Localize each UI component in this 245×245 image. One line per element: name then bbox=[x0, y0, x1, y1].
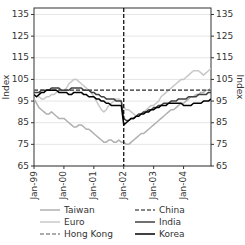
grid-line bbox=[34, 101, 211, 102]
y2-tick-label: 135 bbox=[216, 9, 233, 19]
plot-area bbox=[34, 8, 211, 166]
y-tick-label: 105 bbox=[12, 74, 29, 84]
legend-swatch bbox=[40, 209, 60, 211]
y-tick-label: 115 bbox=[12, 52, 29, 62]
y-tick-label: 75 bbox=[18, 139, 29, 149]
y-tick-label: 65 bbox=[18, 161, 29, 171]
y2-tick-label: 115 bbox=[216, 52, 233, 62]
legend: Taiwan Euro Hong Kong China India Korea bbox=[40, 205, 185, 239]
legend-swatch bbox=[135, 209, 155, 211]
x-tick-label: Jan-04 bbox=[178, 171, 188, 201]
x-tick-label: Jan-99 bbox=[29, 171, 39, 201]
legend-label: China bbox=[159, 205, 185, 215]
y-tick-label: 95 bbox=[18, 96, 29, 106]
plot-frame bbox=[34, 8, 211, 166]
grid-line bbox=[34, 36, 211, 37]
y2-tick-label: 105 bbox=[216, 74, 233, 84]
series-line bbox=[34, 90, 211, 125]
legend-swatch bbox=[135, 233, 155, 235]
y2-axis-label: Index bbox=[235, 75, 245, 100]
grid-line bbox=[34, 57, 211, 58]
legend-label: Hong Kong bbox=[64, 229, 113, 239]
legend-label: India bbox=[159, 217, 181, 227]
series-line bbox=[34, 88, 211, 144]
y-tick-label: 85 bbox=[18, 117, 29, 127]
grid-line bbox=[34, 144, 211, 145]
legend-label: Korea bbox=[159, 229, 185, 239]
vertical-line bbox=[123, 8, 124, 166]
grid-line bbox=[34, 14, 211, 15]
legend-label: Taiwan bbox=[63, 205, 95, 215]
x-tick-label: Jan-00 bbox=[58, 171, 68, 201]
y2-tick-label: 95 bbox=[216, 96, 227, 106]
x-tick-label: Jan-01 bbox=[88, 171, 98, 201]
y-tick-label: 125 bbox=[12, 31, 29, 41]
y-axis-label: Index bbox=[1, 74, 11, 99]
legend-swatch bbox=[40, 233, 60, 235]
y2-tick-label: 75 bbox=[216, 139, 227, 149]
legend-swatch bbox=[40, 221, 60, 223]
y2-tick-label: 85 bbox=[216, 117, 227, 127]
y2-tick-label: 65 bbox=[216, 161, 227, 171]
legend-label: Euro bbox=[64, 217, 85, 227]
legend-swatch bbox=[135, 221, 155, 223]
x-tick-label: Jan-03 bbox=[148, 171, 158, 201]
chart: 65 75 85 95 105 115 125 135 65 75 85 95 105 115 125 135… bbox=[0, 0, 245, 245]
x-tick-label: Jan-02 bbox=[118, 171, 128, 201]
axes: 65 75 85 95 105 115 125 135 65 75 85 95 105 115 125 135… bbox=[12, 8, 233, 201]
grid-line bbox=[34, 122, 211, 123]
y-tick-label: 135 bbox=[12, 9, 29, 19]
y2-tick-label: 125 bbox=[216, 31, 233, 41]
